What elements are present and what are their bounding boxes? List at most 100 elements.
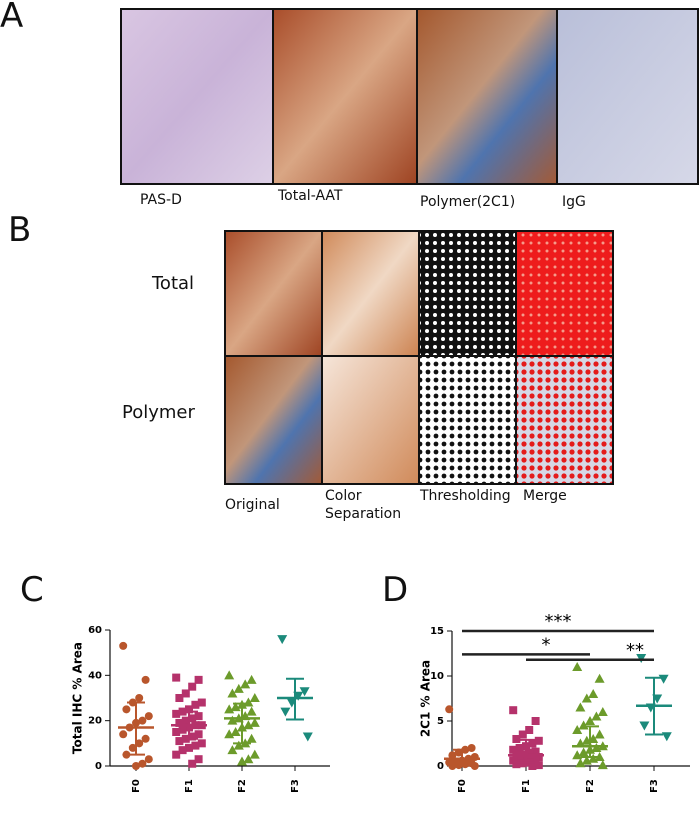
point — [138, 716, 147, 725]
point — [122, 750, 131, 759]
point — [141, 675, 150, 684]
point — [119, 641, 128, 650]
point — [525, 748, 534, 757]
point — [227, 715, 238, 725]
point — [172, 673, 181, 682]
caption: PAS-D — [140, 192, 182, 208]
point — [249, 749, 260, 759]
panel-b-images — [224, 230, 614, 485]
caption: Total-AAT — [278, 188, 343, 204]
point — [581, 755, 592, 765]
point — [277, 635, 288, 645]
point — [237, 756, 247, 766]
y-tick-label: 60 — [88, 625, 102, 636]
point — [172, 728, 181, 736]
point — [280, 707, 291, 717]
point — [181, 689, 190, 698]
point — [194, 675, 203, 684]
y-tick-label: 10 — [430, 671, 444, 682]
point — [197, 739, 206, 748]
point — [224, 704, 235, 714]
y-axis-label: Total IHC % Area — [71, 642, 85, 754]
point — [185, 705, 193, 714]
micrograph — [418, 355, 517, 485]
point — [197, 698, 206, 707]
point — [661, 732, 672, 742]
point — [119, 730, 128, 739]
point — [175, 718, 184, 727]
panel-label: A — [0, 0, 24, 36]
point — [531, 747, 540, 756]
x-tick-label: F0 — [131, 779, 142, 793]
y-tick-label: 40 — [88, 670, 102, 681]
x-tick-label: F1 — [184, 779, 195, 793]
point — [172, 750, 181, 759]
point — [534, 761, 543, 770]
micrograph — [515, 355, 614, 485]
point — [585, 716, 595, 725]
micrograph — [556, 8, 699, 185]
point — [588, 689, 599, 698]
y-axis-label: 2C1 % Area — [419, 660, 433, 737]
point — [658, 674, 669, 684]
point — [175, 737, 184, 746]
x-tick-label: F3 — [649, 779, 660, 793]
point — [246, 674, 257, 684]
point — [249, 693, 260, 702]
micrograph — [515, 230, 614, 357]
point — [594, 752, 605, 761]
micrograph — [120, 8, 274, 185]
point — [512, 735, 521, 743]
point — [178, 746, 187, 755]
point — [188, 714, 197, 723]
point — [135, 694, 144, 702]
point — [181, 716, 190, 725]
point — [531, 717, 540, 725]
point — [509, 706, 518, 715]
point — [512, 760, 521, 769]
point — [575, 702, 586, 712]
point — [597, 707, 608, 716]
point — [188, 759, 197, 768]
y-tick-label: 15 — [430, 626, 444, 637]
micrograph — [321, 230, 420, 357]
micrograph — [224, 355, 323, 485]
x-tick-label: F1 — [521, 779, 532, 793]
column-label: Color Separation — [325, 488, 402, 522]
point — [194, 712, 203, 721]
point — [191, 741, 200, 750]
point — [588, 753, 599, 763]
point — [144, 712, 153, 721]
point — [581, 693, 592, 703]
micrograph — [272, 8, 418, 185]
point — [299, 687, 310, 697]
point — [233, 740, 244, 750]
row-label: Total — [152, 273, 195, 294]
point — [572, 725, 583, 734]
point — [591, 711, 602, 721]
point — [591, 743, 602, 752]
point — [224, 670, 235, 680]
y-tick-label: 0 — [95, 761, 102, 772]
point — [194, 755, 203, 764]
point — [509, 745, 518, 754]
point — [185, 743, 193, 752]
point — [240, 679, 251, 689]
x-tick-label: F0 — [457, 779, 468, 793]
micrograph — [224, 230, 323, 357]
point — [636, 654, 647, 663]
point — [227, 745, 238, 755]
point — [597, 760, 608, 770]
point — [172, 709, 181, 718]
point — [188, 732, 197, 741]
point — [188, 682, 197, 691]
point — [144, 755, 153, 764]
point — [575, 758, 586, 768]
point — [141, 734, 150, 743]
point — [233, 683, 244, 693]
point — [525, 726, 534, 734]
panel-label: D — [382, 570, 409, 610]
point — [639, 721, 650, 731]
